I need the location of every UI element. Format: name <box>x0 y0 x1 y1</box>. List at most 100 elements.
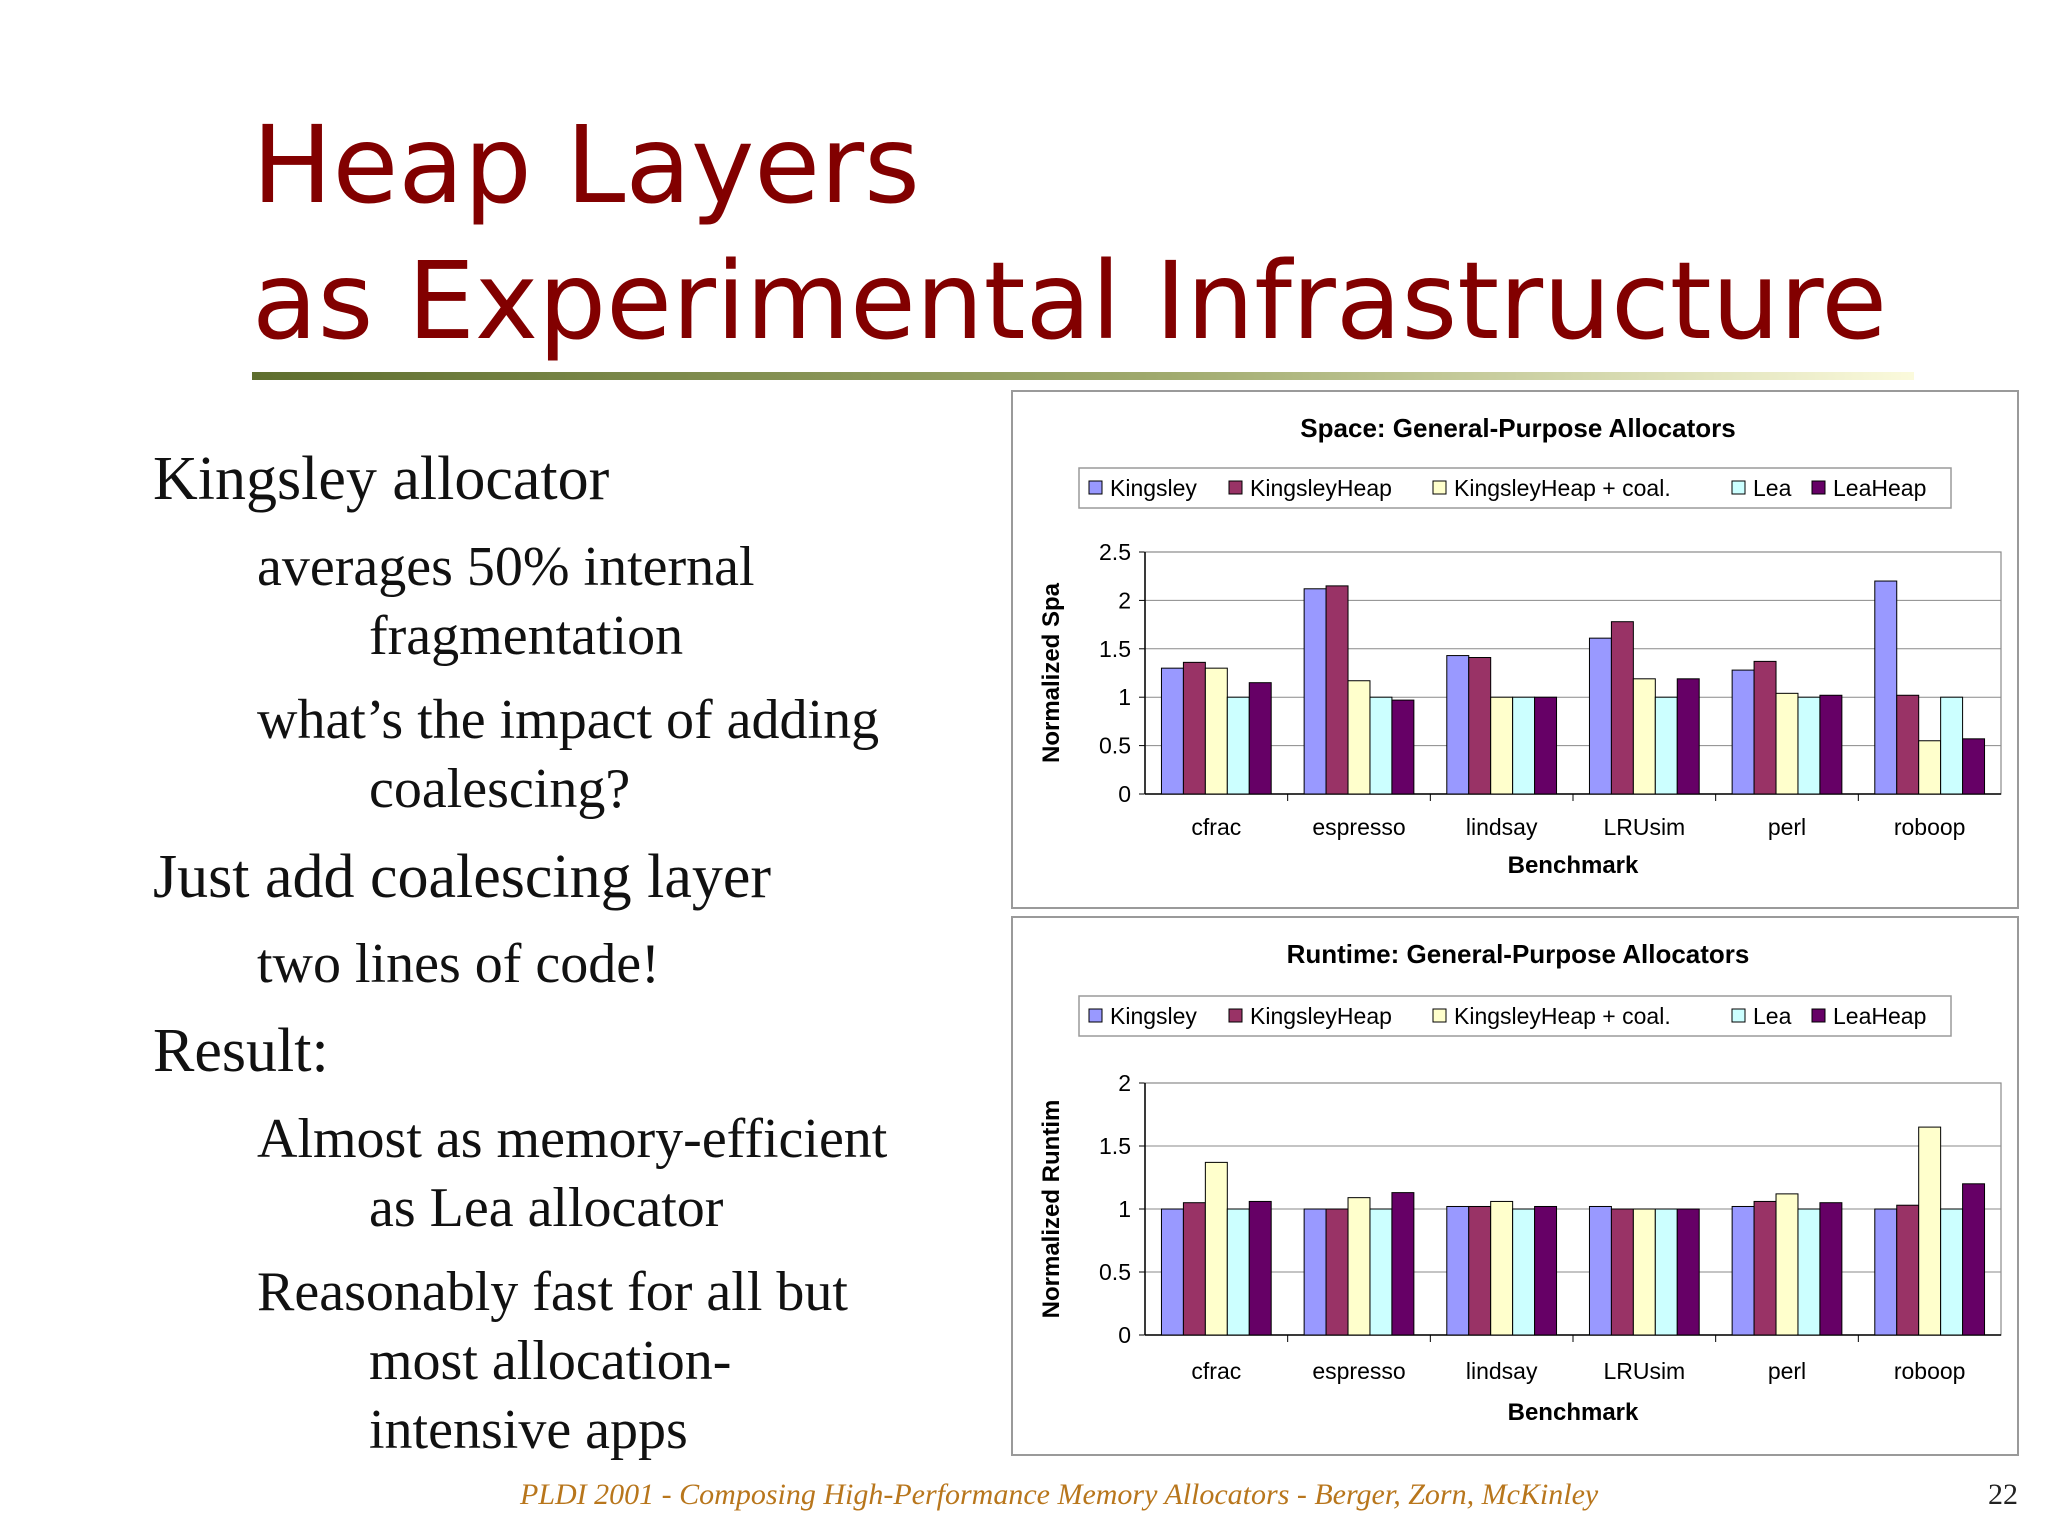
x-tick-label-lindsay: lindsay <box>1466 814 1538 840</box>
bar-roboop-kingsleyheap <box>1896 694 1920 795</box>
legend-label-lea: Lea <box>1753 1003 1792 1029</box>
x-tick-label-perl: perl <box>1768 1358 1806 1384</box>
bar-roboop-kingsley <box>1874 1208 1898 1336</box>
y-tick-label: 0 <box>1118 781 1131 807</box>
legend-swatch-kingsleyheap <box>1228 480 1243 495</box>
bar-lindsay-kingsleyheap-coal <box>1490 1200 1514 1336</box>
bar-espresso-lea <box>1369 696 1393 795</box>
chart-title: Space: General-Purpose Allocators <box>1300 413 1735 443</box>
bar-lindsay-lea <box>1512 1208 1536 1336</box>
chart-legend-box <box>1078 467 1952 509</box>
bar-lindsay-leaheap <box>1534 1205 1558 1336</box>
y-tick-label: 2.5 <box>1099 539 1131 565</box>
bar-roboop-leaheap <box>1962 738 1986 795</box>
bar-cfrac-kingsley <box>1160 667 1184 795</box>
legend-swatch-lea <box>1731 1008 1746 1023</box>
legend-label-kingsley: Kingsley <box>1110 1003 1197 1029</box>
bar-lindsay-kingsleyheap <box>1468 657 1492 795</box>
bar-roboop-kingsley <box>1874 580 1898 795</box>
bullet-kingsley-allocator: Kingsley allocator <box>153 445 610 513</box>
runtime-chart-canvas: Runtime: General-Purpose Allocators Kings… <box>1038 939 2002 1426</box>
runtime-chart: Runtime: General-Purpose Allocators Kings… <box>1011 916 2019 1456</box>
bar-lrusim-leaheap <box>1676 678 1700 795</box>
legend-label-lea: Lea <box>1753 475 1792 501</box>
bar-lrusim-kingsley <box>1588 1205 1612 1336</box>
bar-roboop-leaheap <box>1962 1183 1986 1336</box>
legend-label-kingsleyheap: KingsleyHeap <box>1250 1003 1392 1029</box>
legend-swatch-leaheap <box>1811 480 1826 495</box>
slide-title-line-1: Heap Layers <box>252 104 920 228</box>
title-underline-rule <box>252 372 1914 380</box>
bar-espresso-lea <box>1369 1208 1393 1336</box>
bullet-result: Result: <box>153 1017 329 1085</box>
bar-perl-kingsleyheap <box>1753 1200 1777 1336</box>
bar-lrusim-lea <box>1654 696 1678 795</box>
x-axis-label: Benchmark <box>1508 852 1639 879</box>
bar-perl-kingsleyheap-coal <box>1775 692 1799 795</box>
bar-lindsay-kingsleyheap <box>1468 1205 1492 1336</box>
y-tick-label: 0 <box>1118 1322 1131 1348</box>
bar-cfrac-kingsleyheap-coal <box>1204 667 1228 795</box>
legend-label-kingsley: Kingsley <box>1110 475 1197 501</box>
legend-swatch-lea <box>1731 480 1746 495</box>
bar-lrusim-kingsleyheap-coal <box>1632 678 1656 795</box>
bar-cfrac-lea <box>1226 1208 1250 1336</box>
legend-label-leaheap: LeaHeap <box>1833 1003 1926 1029</box>
legend-swatch-kingsleyheap-coal <box>1432 480 1447 495</box>
bar-lindsay-kingsley <box>1446 655 1470 795</box>
slide-title-line-2: as Experimental Infrastructure <box>252 240 1888 364</box>
x-tick-label-perl: perl <box>1768 814 1806 840</box>
bullet-text: Reasonably fast for all but <box>257 1261 848 1323</box>
bar-lindsay-kingsleyheap-coal <box>1490 696 1514 795</box>
bullet-impact-of-coalescing: what’s the impact of adding coalescing? <box>257 686 879 824</box>
bullet-continuation: most allocation- <box>369 1330 732 1392</box>
bullet-add-coalescing-layer: Just add coalescing layer <box>153 843 772 911</box>
x-tick-label-cfrac: cfrac <box>1191 1358 1241 1384</box>
bar-perl-kingsleyheap <box>1753 660 1777 795</box>
x-tick-label-cfrac: cfrac <box>1191 814 1241 840</box>
bullet-text: Almost as memory-efficient <box>257 1108 888 1170</box>
slide-footer: PLDI 2001 - Composing High-Performance M… <box>520 1478 1599 1511</box>
bar-lrusim-kingsleyheap <box>1610 1208 1634 1336</box>
plot-area-frame <box>1144 551 2002 795</box>
x-tick-label-espresso: espresso <box>1312 814 1405 840</box>
bar-espresso-kingsleyheap <box>1325 585 1349 795</box>
chart-legend-box <box>1078 995 1952 1037</box>
bar-espresso-kingsley <box>1303 588 1327 795</box>
bullet-internal-fragmentation: averages 50% internal fragmentation <box>257 533 755 671</box>
bar-lrusim-kingsleyheap <box>1610 621 1634 795</box>
space-chart: Space: General-Purpose Allocators Kingsle… <box>1011 390 2019 909</box>
y-tick-label: 0.5 <box>1099 733 1131 759</box>
bullet-two-lines-of-code: two lines of code! <box>257 933 660 995</box>
slide-title: Heap Layers as Experimental Infrastructu… <box>252 98 1887 370</box>
bullet-text: averages 50% internal <box>257 536 755 598</box>
bar-lindsay-lea <box>1512 696 1536 795</box>
x-tick-label-espresso: espresso <box>1312 1358 1405 1384</box>
bar-cfrac-leaheap <box>1248 682 1272 795</box>
bar-perl-leaheap <box>1819 1202 1843 1336</box>
legend-label-kingsleyheap-coal: KingsleyHeap + coal. <box>1454 475 1671 501</box>
bar-perl-kingsley <box>1731 1205 1755 1336</box>
legend-label-kingsleyheap: KingsleyHeap <box>1250 475 1392 501</box>
bar-perl-kingsleyheap-coal <box>1775 1193 1799 1336</box>
x-axis-label: Benchmark <box>1508 1399 1639 1426</box>
bar-roboop-kingsleyheap-coal <box>1918 740 1942 795</box>
y-tick-label: 1 <box>1118 684 1131 710</box>
y-tick-label: 2 <box>1118 1070 1131 1096</box>
bar-lindsay-leaheap <box>1534 696 1558 795</box>
bar-espresso-kingsleyheap-coal <box>1347 1197 1371 1336</box>
bullet-list: Kingsley allocator averages 50% internal… <box>0 0 990 1480</box>
bullet-reasonably-fast: Reasonably fast for all but most allocati… <box>257 1258 848 1465</box>
y-tick-label: 0.5 <box>1099 1259 1131 1285</box>
bar-perl-lea <box>1797 696 1821 795</box>
bar-espresso-kingsleyheap-coal <box>1347 680 1371 795</box>
bar-cfrac-kingsleyheap-coal <box>1204 1161 1228 1336</box>
legend-swatch-kingsleyheap-coal <box>1432 1008 1447 1023</box>
bullet-continuation: coalescing? <box>369 758 631 820</box>
bar-roboop-kingsleyheap <box>1896 1204 1920 1336</box>
bar-lindsay-kingsley <box>1446 1205 1470 1336</box>
bar-espresso-kingsleyheap <box>1325 1208 1349 1336</box>
bar-espresso-leaheap <box>1391 699 1415 795</box>
x-tick-label-lrusim: LRUsim <box>1603 814 1685 840</box>
bar-lrusim-kingsleyheap-coal <box>1632 1208 1656 1336</box>
